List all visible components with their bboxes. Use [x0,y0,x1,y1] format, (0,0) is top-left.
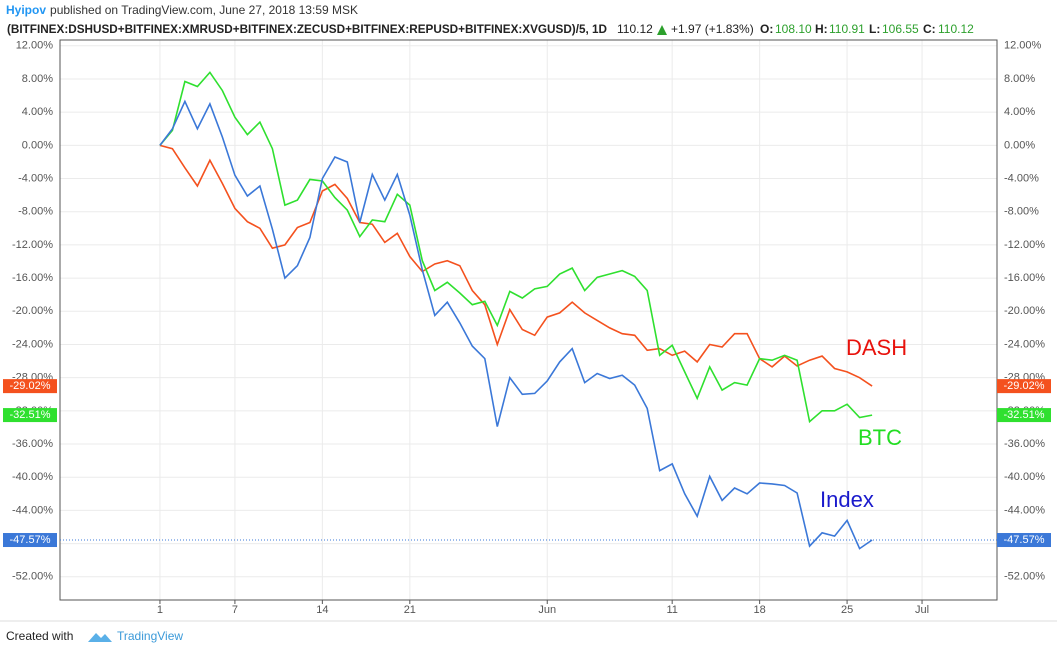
y-tick-label: -12.00% [12,239,53,251]
ohlc-value: 110.12 [938,22,974,36]
last-value-label: -47.57% [1004,534,1045,546]
ohlc-label: C: [923,22,936,36]
last-value-box [3,408,57,423]
y-tick-label: -36.00% [1004,438,1045,450]
y-tick-label: -44.00% [1004,504,1045,516]
author[interactable]: Hyipov [6,3,46,17]
x-tick-label: 7 [232,604,238,616]
change: +1.97 (+1.83%) [671,22,754,36]
y-tick-label: -20.00% [1004,305,1045,317]
x-tick-label: 14 [316,604,328,616]
y-tick-label: 12.00% [16,40,54,52]
y-tick-label: -36.00% [12,438,53,450]
x-tick-label: 18 [754,604,766,616]
y-tick-label: -44.00% [12,504,53,516]
x-tick-label: 1 [157,604,163,616]
y-tick-label: 8.00% [1004,73,1035,85]
y-tick-label: -52.00% [1004,571,1045,583]
ohlc-value: 110.91 [829,22,865,36]
ohlc-value: 108.10 [775,22,812,36]
last-value-label: -32.51% [1004,409,1045,421]
y-tick-label: 4.00% [22,106,53,118]
y-tick-label: 12.00% [1004,40,1042,52]
last-value-label: -47.57% [10,534,51,546]
x-tick-label: 11 [666,604,677,616]
y-tick-label: -24.00% [1004,338,1045,350]
y-tick-label: -4.00% [1004,172,1039,184]
up-arrow [657,25,667,35]
ohlc-value: 106.55 [882,22,919,36]
last-value-box [997,379,1051,394]
y-tick-label: 8.00% [22,73,53,85]
y-tick-label: -4.00% [18,172,53,184]
series-name: DASH [846,335,907,360]
y-tick-label: 0.00% [22,139,53,151]
last-value-box [3,379,57,394]
publish-line: Hyipov published on TradingView.com, June… [6,3,358,17]
symbol: (BITFINEX:DSHUSD+BITFINEX:XMRUSD+BITFINE… [7,22,607,36]
y-tick-label: 4.00% [1004,106,1035,118]
x-tick-label: 21 [404,604,416,616]
last-value-label: -29.02% [10,380,51,392]
y-tick-label: -8.00% [18,206,53,218]
ohlc-label: H: [815,22,828,36]
series-line [159,144,873,387]
ohlc-label: O: [760,22,773,36]
series-name: BTC [858,425,902,450]
brand[interactable]: TradingView [117,629,183,643]
y-tick-label: -40.00% [12,471,53,483]
last-value-box [997,408,1051,423]
x-tick-label: Jul [915,604,929,616]
y-tick-label: -12.00% [1004,239,1045,251]
published: published on TradingView.com, June 27, 2… [50,3,358,17]
y-tick-label: -40.00% [1004,471,1045,483]
last-price: 110.12 [617,22,653,36]
x-tick-label: Jun [538,604,556,616]
y-tick-label: -16.00% [12,272,53,284]
footer-text: Created with [6,629,73,643]
y-tick-label: -24.00% [12,338,53,350]
y-tick-label: 0.00% [1004,139,1035,151]
plot-frame [59,39,998,601]
y-tick-label: -16.00% [1004,272,1045,284]
brand-logo [88,633,112,642]
y-tick-label: -20.00% [12,305,53,317]
y-tick-label: -52.00% [12,571,53,583]
ohlc-label: L: [869,22,880,36]
last-value-label: -29.02% [1004,380,1045,392]
y-tick-label: -8.00% [1004,206,1039,218]
x-tick-label: 25 [841,604,853,616]
last-value-label: -32.51% [10,409,51,421]
series-line [159,71,873,424]
series-line [159,99,873,550]
last-value-box [3,533,57,548]
last-value-box [997,533,1051,548]
series-name: Index [820,487,874,512]
